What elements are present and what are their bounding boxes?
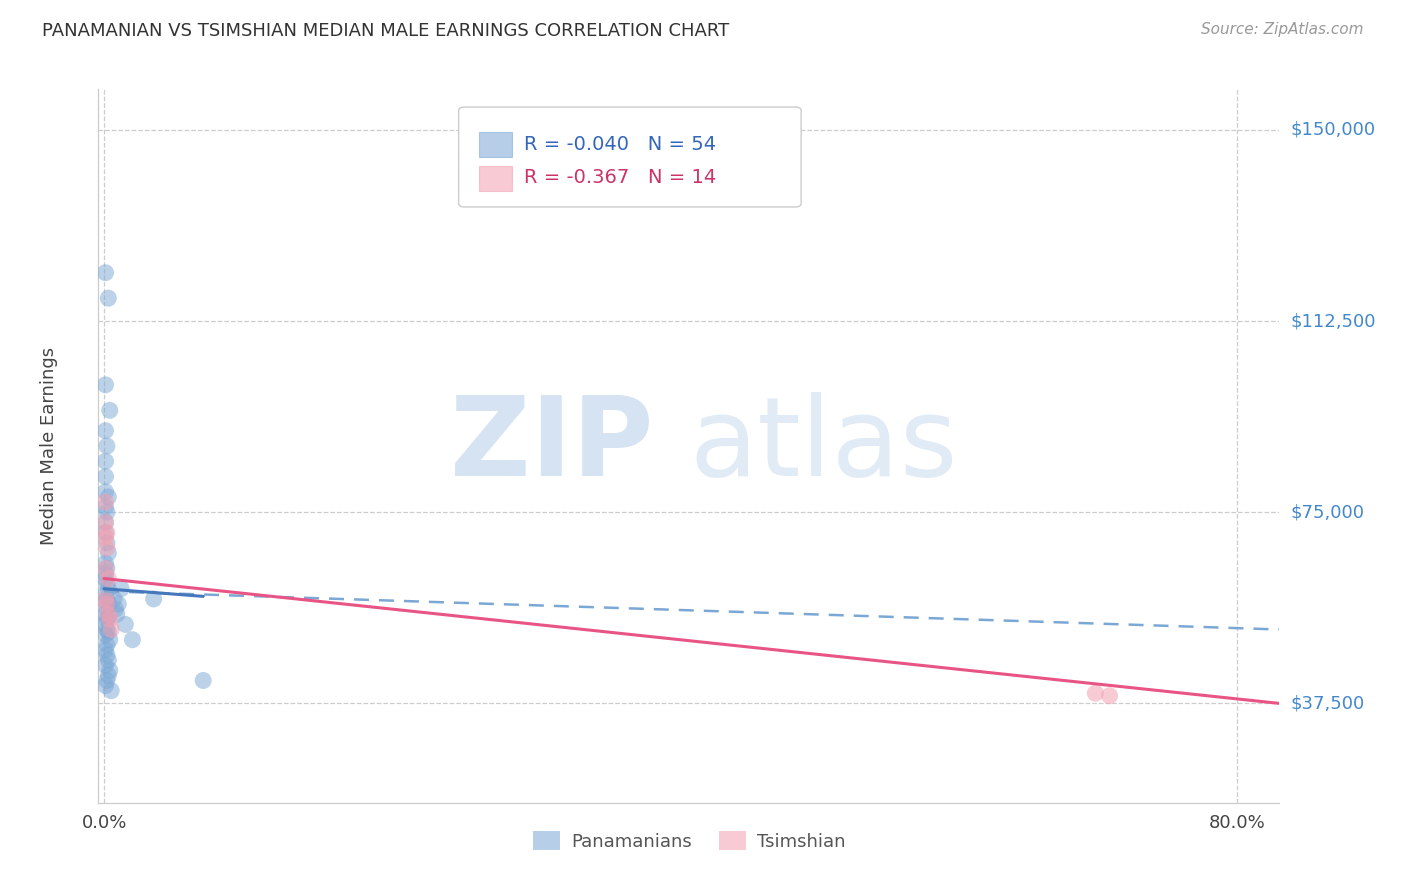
Point [121, 632, 143, 647]
Point [96, 525, 118, 540]
Point [94, 377, 117, 392]
Point [98, 612, 121, 626]
Point [94, 516, 117, 530]
Point [97, 291, 120, 305]
FancyBboxPatch shape [458, 107, 801, 207]
Text: $37,500: $37,500 [1291, 694, 1365, 713]
Legend: Panamanians, Tsimshian: Panamanians, Tsimshian [526, 824, 852, 858]
Point [94, 454, 117, 468]
Point [107, 597, 129, 611]
Point [96, 439, 118, 453]
Text: Median Male Earnings: Median Male Earnings [39, 347, 58, 545]
Point [94, 591, 117, 606]
Point [96, 561, 118, 575]
Point [94, 484, 117, 499]
Text: ZIP: ZIP [450, 392, 654, 500]
Point [97, 653, 120, 667]
Point [142, 591, 165, 606]
Point [94, 566, 117, 581]
Point [97, 490, 120, 504]
Point [94, 516, 117, 530]
Point [97, 546, 120, 560]
Point [94, 679, 117, 693]
Point [96, 536, 118, 550]
Point [94, 617, 117, 632]
Point [98, 403, 121, 417]
Point [96, 623, 118, 637]
Point [96, 591, 118, 606]
Point [97, 668, 120, 682]
Point [94, 469, 117, 483]
Text: $150,000: $150,000 [1291, 121, 1375, 139]
Point [97, 582, 120, 596]
Point [96, 505, 118, 519]
Point [1098, 689, 1121, 703]
Point [104, 602, 127, 616]
Text: R = -0.040   N = 54: R = -0.040 N = 54 [523, 135, 716, 153]
Point [96, 602, 118, 616]
Point [97, 607, 120, 622]
Point [94, 572, 117, 586]
Point [97, 597, 120, 611]
Point [96, 541, 118, 555]
Point [98, 663, 121, 677]
Point [94, 525, 117, 540]
Point [96, 673, 118, 688]
Point [110, 582, 132, 596]
Point [193, 673, 215, 688]
Point [94, 627, 117, 641]
Text: R = -0.367   N = 14: R = -0.367 N = 14 [523, 169, 716, 187]
FancyBboxPatch shape [478, 132, 512, 157]
Point [94, 424, 117, 438]
Point [1084, 686, 1107, 700]
Point [94, 556, 117, 570]
Point [103, 591, 125, 606]
Point [94, 594, 117, 608]
Point [94, 658, 117, 673]
Point [100, 683, 122, 698]
Point [97, 625, 120, 640]
Point [98, 632, 121, 647]
Point [97, 609, 120, 624]
Text: Source: ZipAtlas.com: Source: ZipAtlas.com [1201, 22, 1364, 37]
Point [94, 561, 117, 575]
Point [96, 638, 118, 652]
Text: PANAMANIAN VS TSIMSHIAN MEDIAN MALE EARNINGS CORRELATION CHART: PANAMANIAN VS TSIMSHIAN MEDIAN MALE EARN… [42, 22, 730, 40]
Point [94, 607, 117, 622]
Point [94, 266, 117, 280]
Point [96, 576, 118, 591]
Text: $75,000: $75,000 [1291, 503, 1365, 521]
Point [96, 612, 118, 626]
Point [105, 607, 128, 622]
Point [94, 643, 117, 657]
Point [94, 531, 117, 545]
Point [96, 597, 118, 611]
Text: $112,500: $112,500 [1291, 312, 1376, 330]
Point [94, 500, 117, 515]
Point [96, 648, 118, 662]
Point [114, 617, 136, 632]
Point [100, 623, 122, 637]
Point [97, 572, 120, 586]
Point [94, 587, 117, 601]
Text: atlas: atlas [689, 392, 957, 500]
Point [94, 495, 117, 509]
FancyBboxPatch shape [478, 166, 512, 191]
